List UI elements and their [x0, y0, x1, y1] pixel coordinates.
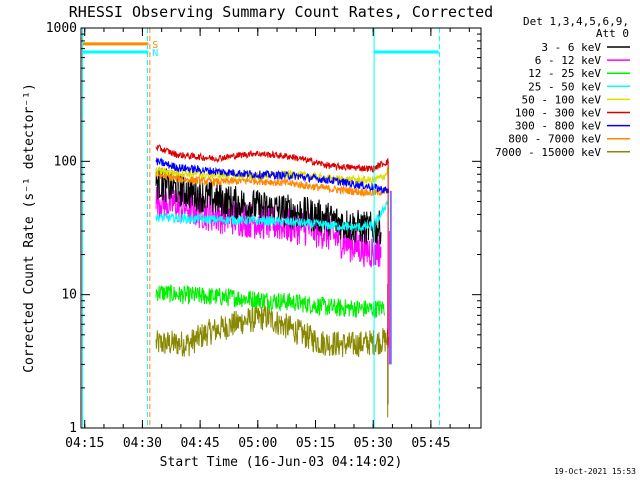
footer-timestamp: 19-Oct-2021 15:53 [554, 467, 636, 476]
series-line [155, 284, 386, 319]
legend-label: 25 - 50 keV [528, 80, 601, 93]
x-tick-label: 05:15 [296, 436, 335, 451]
chart-title: RHESSI Observing Summary Count Rates, Co… [69, 3, 493, 21]
series-line [155, 144, 390, 173]
x-tick-label: 05:00 [238, 436, 277, 451]
x-tick-label: 04:30 [123, 436, 162, 451]
axes-layer: 04:15 04:30 04:45 05:00 05:15 05:30 05:45 1 10 10… [46, 21, 481, 451]
legend-label: 100 - 300 keV [515, 107, 601, 120]
detector-info: Det 1,3,4,5,6,9, [523, 15, 629, 28]
marker-layer [82, 28, 440, 428]
attenuator-flag-label: N [152, 48, 158, 59]
legend-label: 800 - 7000 keV [508, 133, 601, 146]
legend-label: 50 - 100 keV [522, 93, 602, 106]
attenuator-flag-label: S [152, 40, 158, 51]
y-tick-label: 1000 [46, 21, 77, 36]
y-tick-label: 1 [69, 421, 77, 436]
x-tick-label: 04:15 [65, 436, 104, 451]
plot-frame [80, 27, 482, 429]
series-line [155, 305, 390, 358]
series-line [155, 167, 382, 245]
y-axis-label: Corrected Count Rate (s⁻¹ detector⁻¹) [22, 83, 37, 373]
x-tick-label: 05:45 [411, 436, 450, 451]
legend-label: 3 - 6 keV [541, 41, 601, 54]
series-line [155, 183, 382, 268]
legend-label: 6 - 12 keV [535, 54, 602, 67]
legend-label: 300 - 800 keV [515, 120, 601, 133]
legend-label: 7000 - 15000 keV [495, 146, 601, 159]
x-tick-label: 04:45 [181, 436, 220, 451]
series-line [155, 157, 390, 194]
series-line [155, 169, 389, 198]
series-line [155, 199, 390, 232]
flag-layer: SN [82, 40, 439, 59]
attenuator-state: Att 0 [596, 27, 629, 40]
x-axis-label: Start Time (16-Jun-03 04:14:02) [160, 455, 403, 470]
y-tick-label: 100 [54, 154, 77, 169]
legend-label: 12 - 25 keV [528, 67, 601, 80]
y-tick-label: 10 [61, 288, 77, 303]
x-tick-label: 05:30 [354, 436, 393, 451]
series-layer [155, 144, 392, 418]
